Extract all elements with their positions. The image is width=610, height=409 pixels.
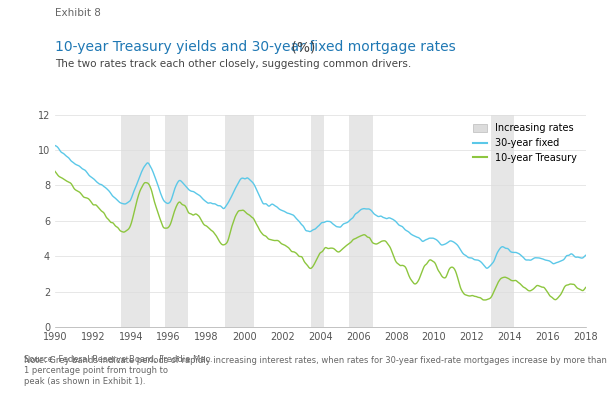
Bar xyxy=(349,115,373,327)
Text: Exhibit 8: Exhibit 8 xyxy=(55,8,101,18)
Bar xyxy=(491,115,514,327)
Text: Note: Grey bands indicate periods of rapidly increasing interest rates, when rat: Note: Grey bands indicate periods of rap… xyxy=(24,356,608,386)
Text: Source: Federal Reserve Board, Freddie Mac.: Source: Federal Reserve Board, Freddie M… xyxy=(24,355,213,364)
Bar xyxy=(226,115,254,327)
Bar xyxy=(165,115,188,327)
Text: The two rates track each other closely, suggesting common drivers.: The two rates track each other closely, … xyxy=(55,59,411,70)
Bar xyxy=(121,115,149,327)
Text: 10-year Treasury yields and 30-year fixed mortgage rates: 10-year Treasury yields and 30-year fixe… xyxy=(55,40,456,54)
Text: (%): (%) xyxy=(287,40,315,54)
Legend: Increasing rates, 30-year fixed, 10-year Treasury: Increasing rates, 30-year fixed, 10-year… xyxy=(468,119,581,167)
Bar xyxy=(310,115,324,327)
